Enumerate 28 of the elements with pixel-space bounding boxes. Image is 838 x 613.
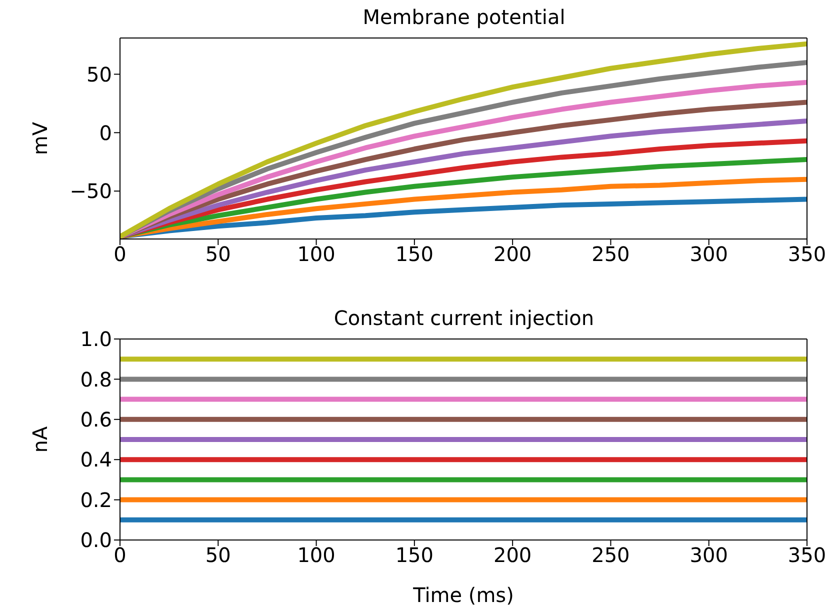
- y-tick-label: 0.2: [80, 488, 112, 512]
- x-tick-label: 200: [493, 242, 532, 266]
- x-tick-label: 250: [592, 543, 630, 568]
- y-tick-label: 0.8: [80, 367, 112, 392]
- x-tick-label: 50: [205, 242, 231, 266]
- chart-title: Membrane potential: [362, 5, 566, 29]
- y-tick-label: −50: [70, 179, 112, 204]
- x-tick-label: 350: [788, 242, 826, 266]
- y-tick-label: 1.0: [80, 327, 112, 352]
- x-tick-label: 350: [788, 543, 826, 568]
- x-tick-label: 50: [205, 543, 231, 568]
- y-axis-title: mV: [28, 122, 52, 156]
- y-tick-label: 0.6: [80, 408, 112, 432]
- y-tick-label: 0: [99, 120, 112, 145]
- x-tick-label: 100: [297, 242, 336, 266]
- x-tick-label: 300: [690, 242, 728, 266]
- x-tick-label: 100: [297, 543, 336, 568]
- y-axis-title: nA: [28, 426, 52, 453]
- x-tick-label: 200: [493, 543, 532, 568]
- x-tick-label: 150: [395, 242, 434, 266]
- y-tick-label: 50: [86, 62, 112, 86]
- x-tick-label: 250: [592, 242, 630, 266]
- y-tick-label: 0.4: [80, 448, 112, 472]
- chart-title: Constant current injection: [332, 306, 596, 330]
- x-tick-label: 300: [690, 543, 728, 568]
- x-axis-title: Time (ms): [412, 583, 514, 607]
- y-tick-label: 0.0: [80, 528, 112, 552]
- x-tick-label: 150: [395, 543, 434, 568]
